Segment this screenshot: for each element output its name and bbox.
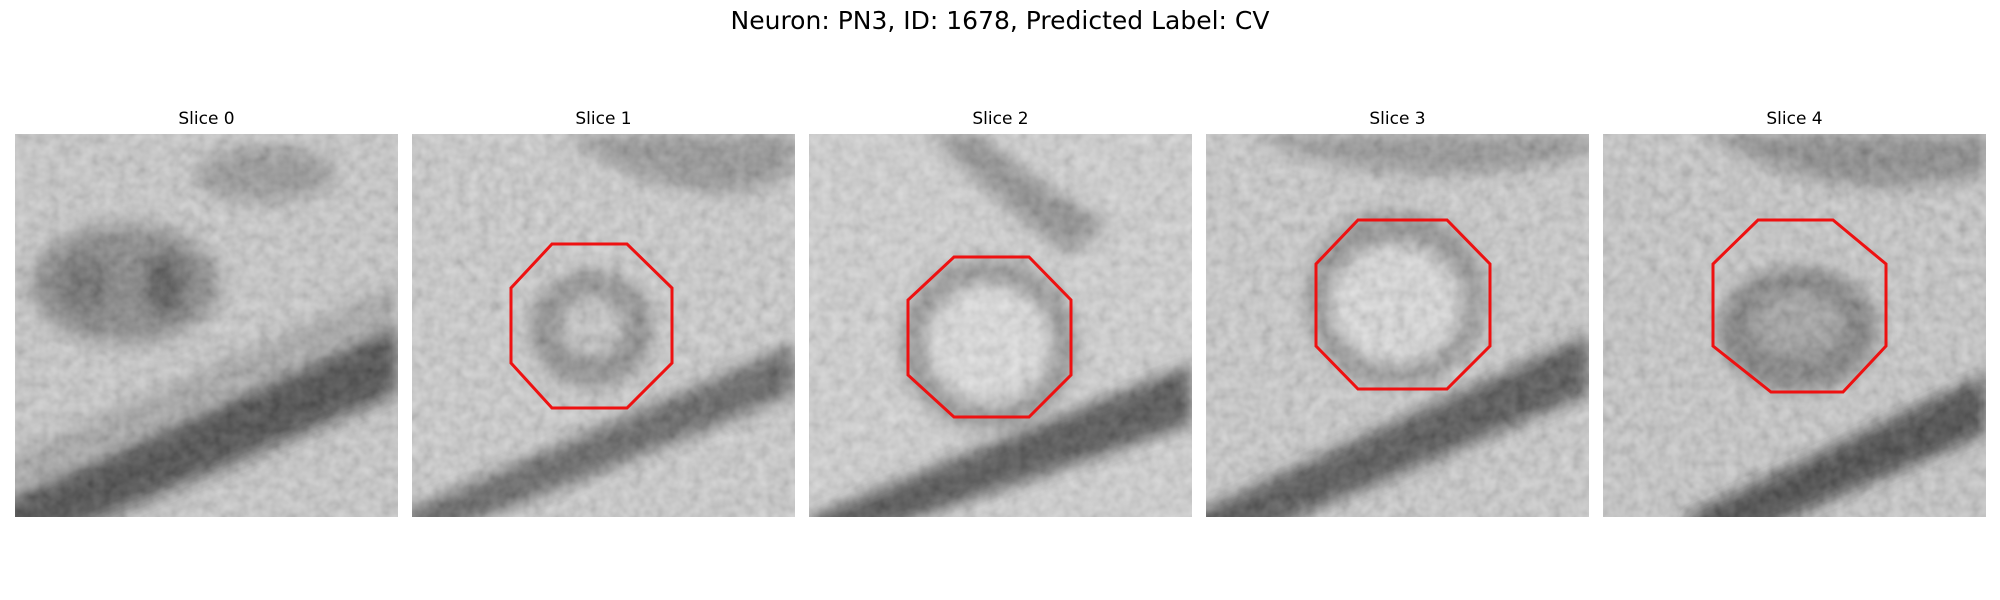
slice-image <box>1206 134 1589 517</box>
slice-title: Slice 3 <box>1369 109 1426 129</box>
slice-image <box>1603 134 1986 517</box>
figure-title: Neuron: PN3, ID: 1678, Predicted Label: … <box>730 6 1270 35</box>
roi-outline <box>509 242 674 410</box>
slice-image <box>809 134 1192 517</box>
slice-image <box>15 134 398 517</box>
roi-outline <box>1711 218 1888 394</box>
roi-outline <box>1314 218 1492 391</box>
slice-image <box>412 134 795 517</box>
slice-title: Slice 1 <box>575 109 632 129</box>
slice-title: Slice 4 <box>1766 109 1823 129</box>
slice-title: Slice 2 <box>972 109 1029 129</box>
roi-outline <box>906 255 1073 419</box>
slice-title: Slice 0 <box>178 109 235 129</box>
